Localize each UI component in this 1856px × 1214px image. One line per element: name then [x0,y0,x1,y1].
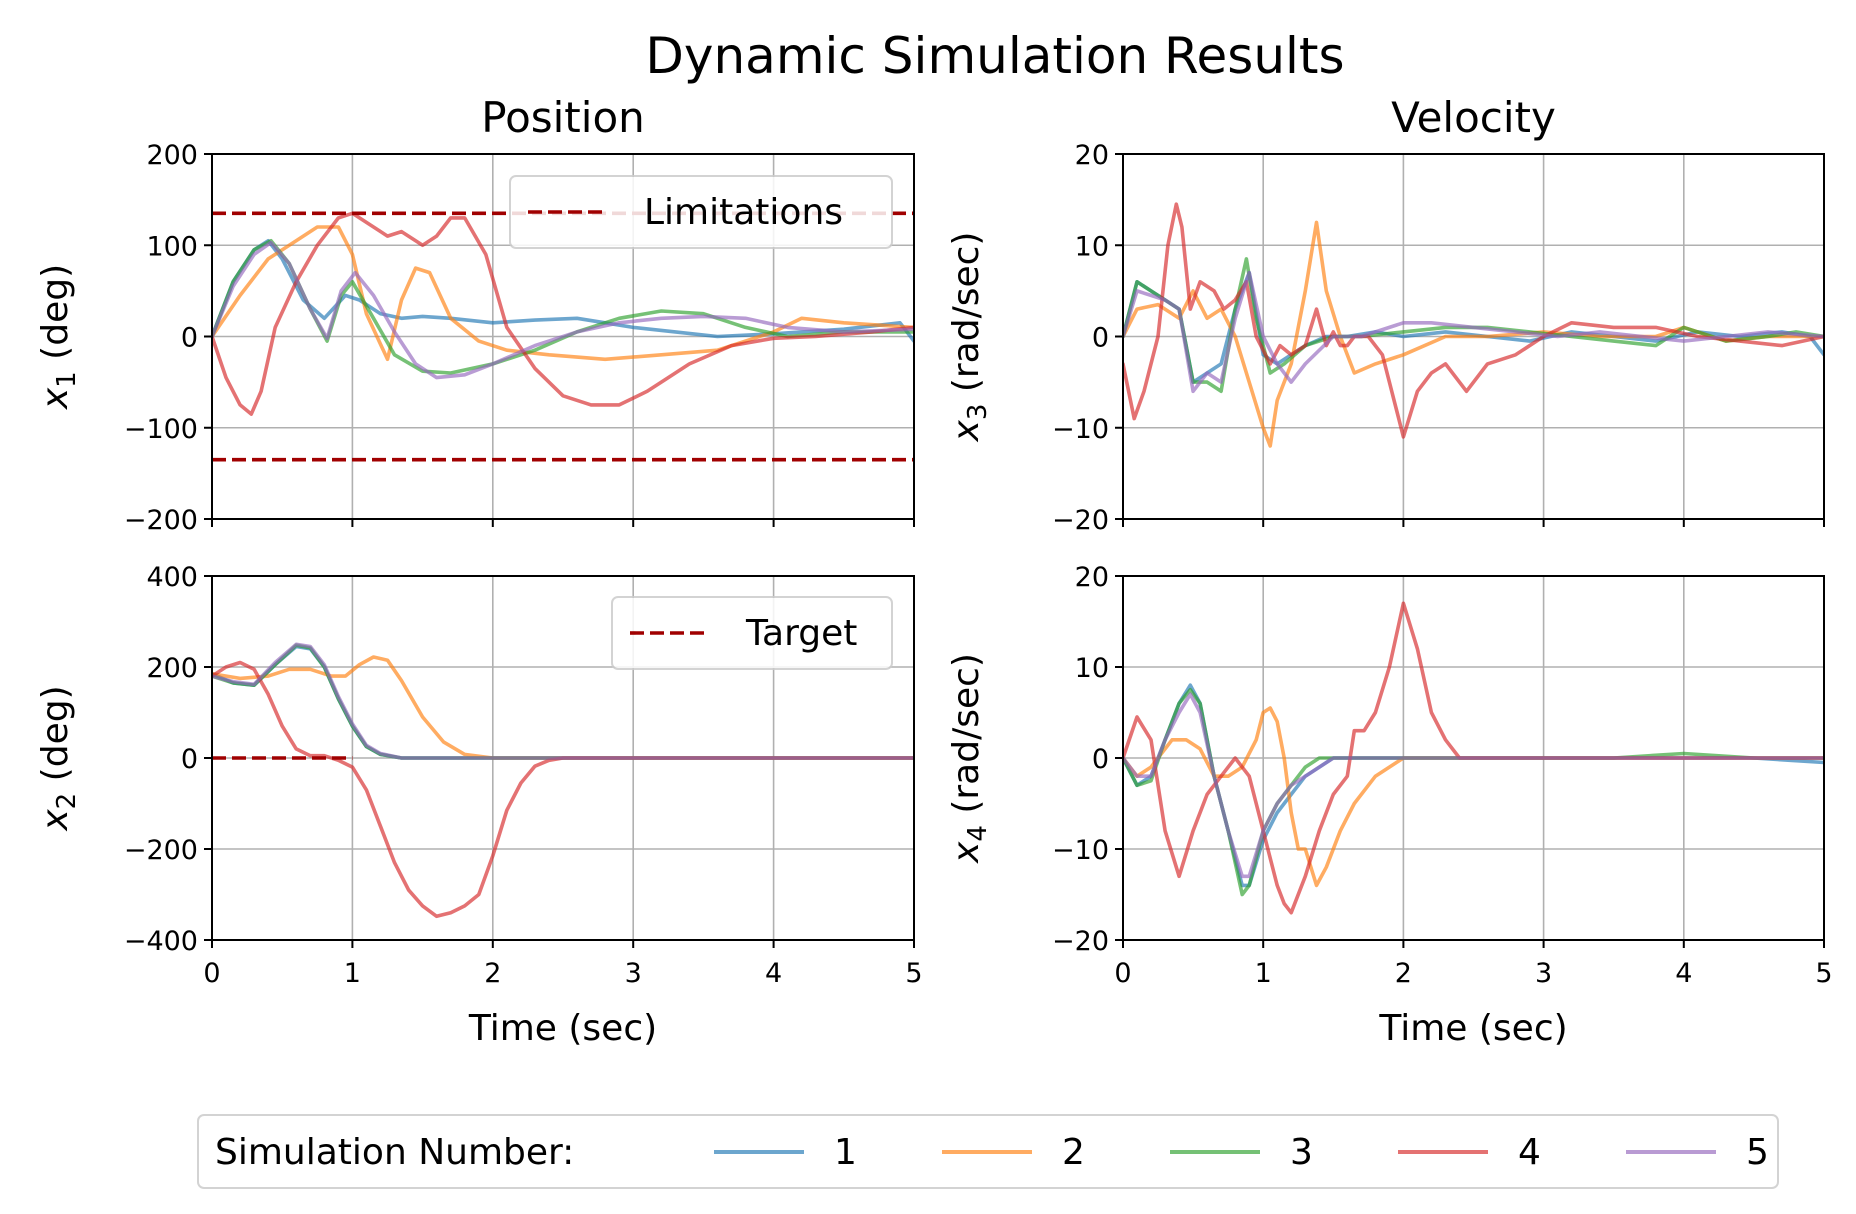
y-tick-label: −200 [124,835,198,866]
bottom-legend-title: Simulation Number: [215,1132,574,1173]
panel-legend-box [611,596,893,670]
x-axis-label: Time (sec) [468,1008,657,1049]
x-tick-label: 0 [1114,958,1131,989]
panel-legend: Limitations [509,175,893,249]
y-axis-label-sub: 4 [963,825,993,842]
y-axis-label-unit: (deg) [35,685,76,792]
y-tick-label: 0 [1092,323,1109,354]
series-line-2 [212,655,914,760]
y-tick-label: −20 [1052,505,1109,536]
series-line-4 [212,660,914,919]
x-axis-label: Time (sec) [1378,1008,1567,1049]
y-tick-label: 200 [146,653,198,684]
y-tick-label: −200 [124,505,198,536]
series-line-2 [1123,220,1824,448]
y-tick-label: −10 [1052,414,1109,445]
legend-label-3: 3 [1290,1132,1313,1173]
series-line-5 [1123,270,1824,394]
y-axis-label-sub: 1 [52,371,82,388]
y-axis-label-unit: (rad/sec) [946,232,987,404]
y-tick-label: 0 [1092,744,1109,775]
y-tick-label: 0 [181,323,198,354]
bottom-legend-entries: 1 2 3 4 5 [714,1132,1769,1173]
series-line-2 [1123,706,1824,888]
panel-legend: Target [611,596,893,670]
y-tick-label: 10 [1075,653,1109,684]
y-tick-label: 20 [1075,140,1109,171]
series-group [1123,202,1824,448]
panel-p2: −20 −10 0 10 20 Velocity x3 (rad/sec) [946,93,1825,536]
series-group [1123,601,1824,915]
panel-p1: −200 −100 0 100 200 Position x1 (deg) Limitatio… [35,93,915,536]
y-axis-label: x3 (rad/sec) [946,232,993,443]
y-axis-label: x2 (deg) [35,685,82,831]
legend-label-1: 1 [834,1132,857,1173]
series-line-5 [212,642,914,760]
series-line-1 [212,238,914,343]
series-line-5 [212,240,914,380]
y-tick-label: 20 [1075,562,1109,593]
y-axis-label-var: x [35,387,76,410]
y-axis-label-sub: 2 [52,793,82,810]
bottom-legend: Simulation Number: 1 2 3 4 5 [197,1114,1779,1189]
panel-title: Velocity [1391,93,1556,142]
x-tick-label: 2 [484,958,501,989]
x-tick-label: 3 [1535,958,1552,989]
panel-legend-label: Target [745,613,857,654]
figure-title: Dynamic Simulation Results [645,27,1344,85]
y-axis-label: x4 (rad/sec) [946,653,993,864]
y-tick-label: 100 [146,231,198,262]
y-tick-label: 10 [1075,231,1109,262]
x-tick-label: 3 [625,958,642,989]
series-line-1 [1123,683,1824,888]
y-tick-label: 0 [181,744,198,775]
y-axis-label-var: x [35,809,76,832]
y-tick-label: 200 [146,140,198,171]
series-line-5 [1123,692,1824,879]
y-tick-label: 400 [146,562,198,593]
series-line-4 [212,211,914,416]
y-tick-label: −100 [124,414,198,445]
y-tick-label: −20 [1052,926,1109,957]
panel-title: Position [481,93,645,142]
series-line-3 [1123,688,1824,897]
y-axis-label-var: x [946,841,987,864]
y-axis-label: x1 (deg) [35,264,82,410]
legend-label-5: 5 [1746,1132,1769,1173]
x-tick-label: 5 [905,958,922,989]
x-tick-label: 1 [344,958,361,989]
series-group [212,642,914,919]
x-tick-label: 5 [1815,958,1832,989]
panel-legend-box [509,175,893,249]
legend-label-4: 4 [1518,1132,1541,1173]
series-line-4 [1123,601,1824,915]
x-tick-label: 2 [1395,958,1412,989]
y-tick-label: −400 [124,926,198,957]
y-axis-label-var: x [946,419,987,442]
panel-legend-label: Limitations [644,192,843,233]
x-tick-label: 4 [765,958,782,989]
y-tick-label: −10 [1052,835,1109,866]
x-tick-label: 4 [1675,958,1692,989]
x-tick-label: 1 [1255,958,1272,989]
legend-label-2: 2 [1062,1132,1085,1173]
y-axis-label-sub: 3 [963,404,993,421]
y-axis-label-unit: (deg) [35,264,76,371]
y-axis-label-unit: (rad/sec) [946,653,987,825]
x-tick-label: 0 [203,958,220,989]
series-line-3 [212,238,914,375]
